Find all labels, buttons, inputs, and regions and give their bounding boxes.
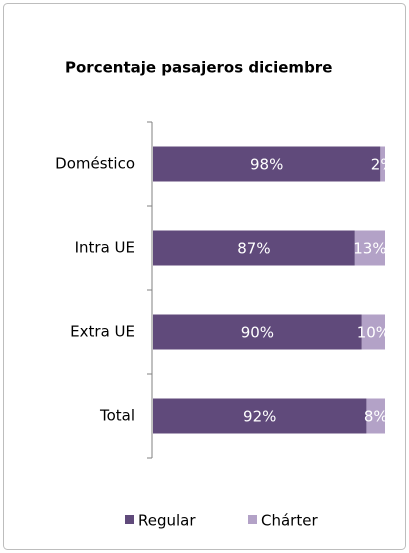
data-label: 13% [353,240,386,258]
data-label: 2% [371,156,395,174]
y-tick-label: Extra UE [70,323,135,341]
data-label: 98% [250,156,283,174]
bar-segment [153,146,381,182]
chart-border [3,3,406,550]
data-label: 10% [357,324,390,342]
legend-swatch [248,515,257,524]
bar-segment [366,398,385,434]
bar-segment [354,230,385,266]
legend-swatch [125,515,134,524]
data-label: 8% [364,408,388,426]
legend-label: Chárter [261,512,318,530]
y-tick-label: Intra UE [75,239,135,257]
bar-segment [380,146,385,182]
bar-segment [153,314,362,350]
y-tick-label: Doméstico [55,155,135,173]
data-label: 92% [243,408,276,426]
legend-label: Regular [138,512,196,530]
data-label: 87% [237,240,270,258]
y-tick-label: Total [99,407,135,425]
bar-segment [153,230,355,266]
data-label: 90% [241,324,274,342]
bar-segment [361,314,385,350]
bar-segment [153,398,367,434]
chart-title: Porcentaje pasajeros diciembre [65,59,332,77]
